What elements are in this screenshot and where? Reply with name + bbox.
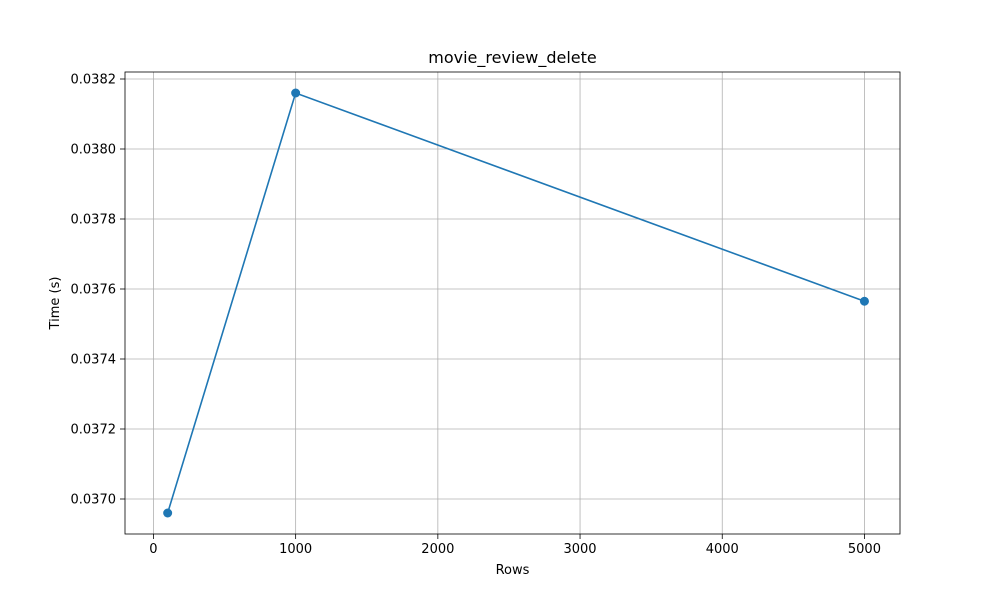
plot-frame [124, 71, 901, 535]
x-axis-label: Rows [496, 563, 530, 578]
x-tick-label: 4000 [706, 542, 739, 557]
x-tick-label: 0 [149, 542, 157, 557]
x-tick-label: 3000 [563, 542, 596, 557]
y-axis-ticks: 0.0370 0.0372 0.0374 0.0376 0.0378 0.0380 0.03… [71, 73, 125, 508]
y-axis-label: Time (s) [48, 277, 63, 331]
data-point [163, 508, 173, 518]
chart-title: movie_review_delete [428, 48, 596, 68]
x-tick-label: 5000 [848, 542, 881, 557]
y-tick-label: 0.0374 [71, 353, 117, 368]
x-tick-label: 2000 [421, 542, 454, 557]
series-layer [163, 88, 869, 518]
y-tick-label: 0.0370 [71, 493, 117, 508]
data-point [859, 296, 869, 306]
x-axis-ticks: 0 1000 2000 3000 4000 5000 [149, 534, 881, 557]
grid [125, 72, 900, 534]
y-tick-label: 0.0382 [71, 73, 117, 88]
series-line [166, 91, 865, 514]
x-tick-label: 1000 [279, 542, 312, 557]
y-tick-label: 0.0372 [71, 423, 117, 438]
data-point [291, 88, 301, 98]
y-tick-label: 0.0376 [71, 283, 117, 298]
y-tick-label: 0.0378 [71, 213, 117, 228]
y-tick-label: 0.0380 [71, 143, 117, 158]
